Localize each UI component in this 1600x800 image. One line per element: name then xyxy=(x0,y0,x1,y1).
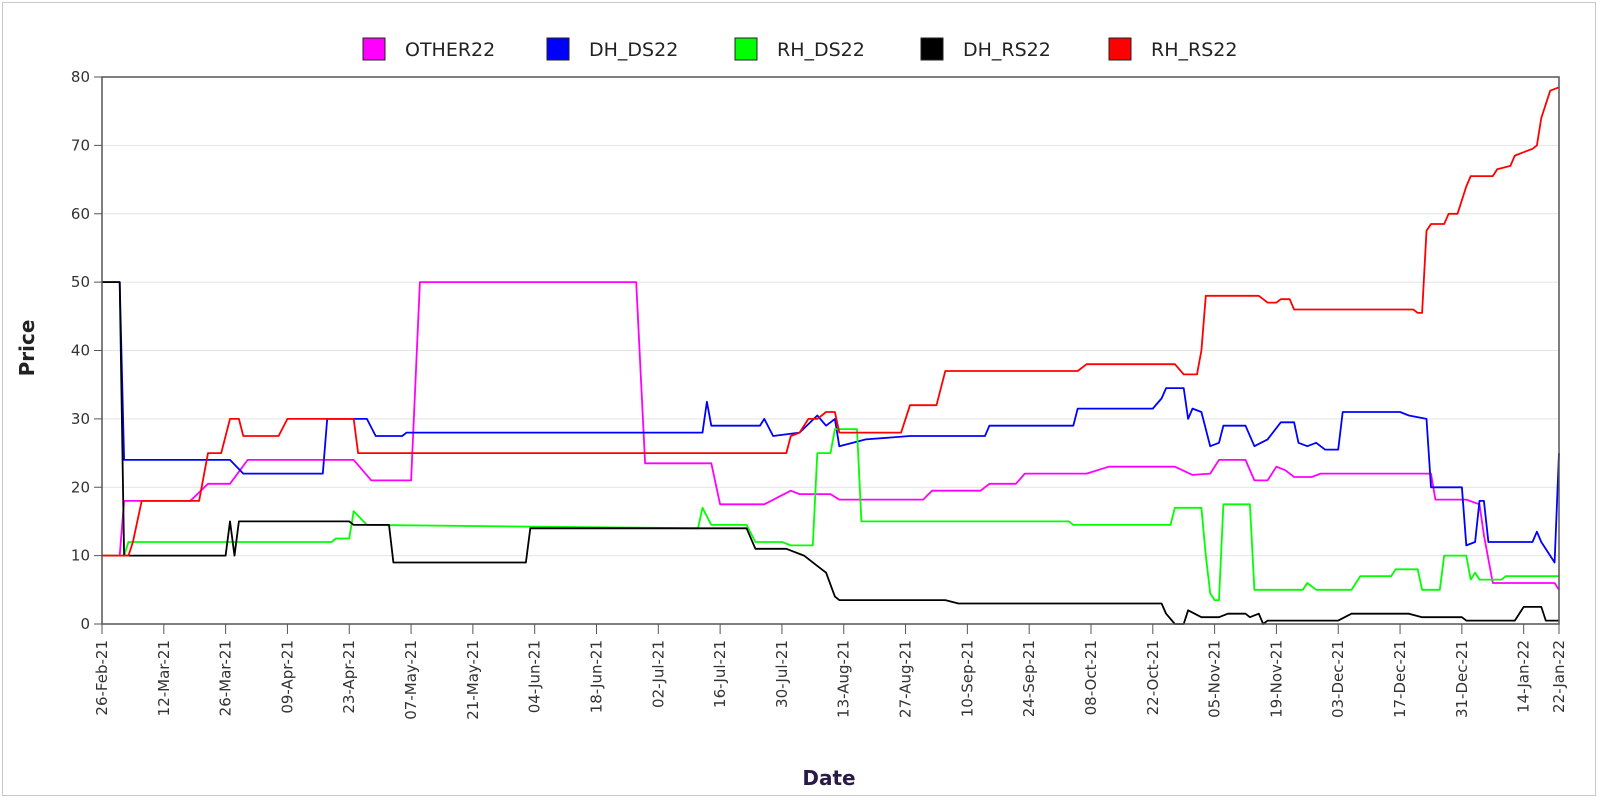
x-tick-label: 10-Sep-21 xyxy=(958,640,976,717)
legend-swatch-rh_rs22 xyxy=(1108,37,1132,61)
x-tick-label: 03-Dec-21 xyxy=(1329,640,1347,718)
x-tick-label: 23-Apr-21 xyxy=(340,640,358,714)
x-tick-label: 27-Aug-21 xyxy=(897,640,915,718)
x-axis-title: Date xyxy=(802,766,855,790)
x-tick-label: 21-May-21 xyxy=(464,640,482,720)
x-tick-label: 04-Jun-21 xyxy=(526,640,544,713)
legend-label-dh_ds22: DH_DS22 xyxy=(589,39,678,61)
x-axis: 26-Feb-21 12-Mar-21 26-Mar-21 09-Apr-21 23-A… xyxy=(93,624,1568,720)
series-line-rh_ds22 xyxy=(102,428,1559,601)
x-tick-label: 22-Jan-22 xyxy=(1550,640,1568,713)
legend-swatch-rh_ds22 xyxy=(734,37,758,61)
x-tick-label: 31-Dec-21 xyxy=(1453,640,1471,718)
y-axis-title: Price xyxy=(15,320,39,377)
legend: OTHER22 DH_DS22 RH_DS22 DH_RS22 RH_RS22 xyxy=(362,37,1237,61)
x-tick-label: 14-Jan-22 xyxy=(1515,640,1533,713)
x-tick-label: 22-Oct-21 xyxy=(1144,640,1162,715)
x-tick-label: 26-Mar-21 xyxy=(217,640,235,716)
x-tick-label: 08-Oct-21 xyxy=(1082,640,1100,715)
x-tick-label: 05-Nov-21 xyxy=(1206,640,1224,718)
x-tick-label: 13-Aug-21 xyxy=(835,640,853,718)
legend-label-rh_ds22: RH_DS22 xyxy=(777,39,865,61)
x-tick-label: 18-Jun-21 xyxy=(587,640,605,713)
legend-swatch-dh_ds22 xyxy=(546,37,570,61)
y-tick-label: 80 xyxy=(71,68,90,86)
legend-label-other22: OTHER22 xyxy=(405,39,495,61)
y-tick-label: 50 xyxy=(71,273,90,291)
series-lines xyxy=(102,86,1560,625)
legend-swatch-dh_rs22 xyxy=(920,37,944,61)
y-tick-label: 20 xyxy=(71,478,90,496)
series-line-rh_rs22 xyxy=(102,86,1560,557)
series-line-dh_ds22 xyxy=(102,281,1560,564)
x-tick-label: 02-Jul-21 xyxy=(649,640,667,708)
x-tick-label: 16-Jul-21 xyxy=(711,640,729,708)
series-line-other22 xyxy=(102,281,1560,591)
legend-label-rh_rs22: RH_RS22 xyxy=(1151,39,1237,61)
x-tick-label: 19-Nov-21 xyxy=(1267,640,1285,718)
x-tick-label: 09-Apr-21 xyxy=(278,640,296,714)
series-line-dh_rs22 xyxy=(102,281,1559,625)
y-axis: 0 10 20 30 40 50 60 70 80 xyxy=(71,68,102,633)
x-tick-label: 26-Feb-21 xyxy=(93,640,111,716)
legend-label-dh_rs22: DH_RS22 xyxy=(963,39,1051,61)
y-tick-label: 10 xyxy=(71,547,90,565)
y-tick-label: 30 xyxy=(71,410,90,428)
y-tick-label: 40 xyxy=(71,342,90,360)
legend-swatch-other22 xyxy=(362,37,386,61)
x-tick-label: 30-Jul-21 xyxy=(773,640,791,708)
y-tick-label: 0 xyxy=(80,615,90,633)
x-tick-label: 07-May-21 xyxy=(402,640,420,720)
grid-lines xyxy=(102,144,1559,557)
x-tick-label: 17-Dec-21 xyxy=(1391,640,1409,718)
y-tick-label: 60 xyxy=(71,205,90,223)
y-tick-label: 70 xyxy=(71,136,90,154)
x-tick-label: 12-Mar-21 xyxy=(155,640,173,716)
x-tick-label: 24-Sep-21 xyxy=(1020,640,1038,717)
